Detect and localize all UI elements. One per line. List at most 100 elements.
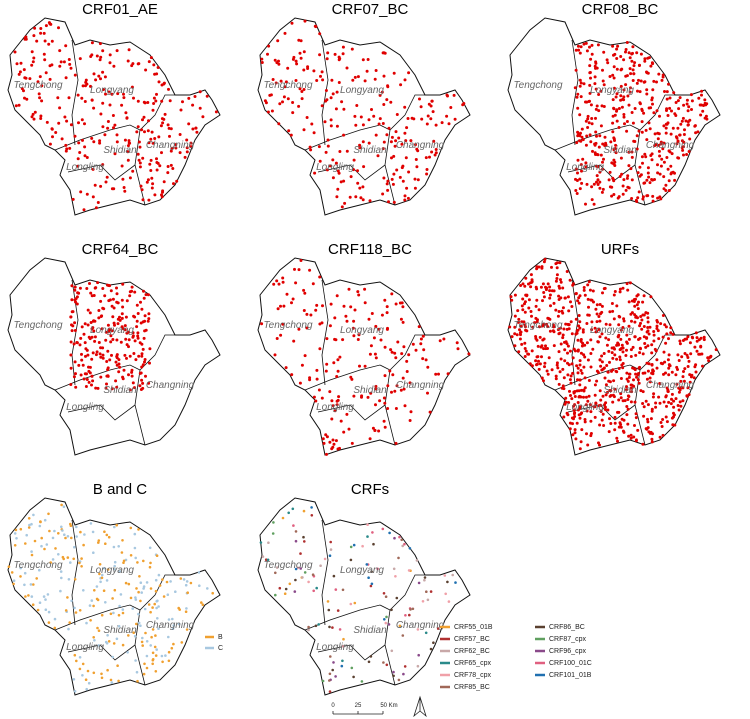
point — [43, 58, 47, 62]
district-label: Longling — [566, 162, 604, 173]
point — [93, 183, 97, 187]
point — [677, 386, 681, 390]
point — [31, 60, 35, 64]
point — [568, 421, 572, 425]
point — [336, 358, 340, 362]
point — [579, 45, 583, 49]
point — [672, 411, 675, 415]
point — [12, 579, 16, 582]
point — [671, 332, 675, 336]
point — [110, 187, 114, 191]
point — [629, 386, 633, 390]
point — [589, 298, 593, 302]
point — [75, 525, 78, 529]
point — [578, 84, 582, 88]
point — [383, 374, 387, 378]
point — [59, 589, 62, 593]
point — [368, 437, 372, 441]
point — [633, 320, 637, 324]
point — [47, 512, 50, 516]
district-border — [67, 404, 136, 421]
point — [625, 405, 629, 408]
point — [45, 543, 49, 546]
point — [294, 59, 298, 63]
point — [573, 395, 577, 398]
point — [634, 412, 638, 416]
point — [277, 122, 281, 126]
point — [672, 399, 676, 403]
point — [665, 97, 669, 101]
point — [560, 309, 564, 313]
point — [106, 568, 110, 571]
point — [69, 383, 73, 386]
point — [386, 407, 390, 410]
point — [467, 352, 471, 356]
point — [679, 122, 683, 126]
point — [651, 395, 655, 399]
point — [260, 57, 264, 61]
panel-title: CRF64_BC — [82, 241, 159, 258]
point — [390, 649, 394, 653]
point — [114, 379, 118, 383]
point — [656, 196, 660, 200]
point — [646, 417, 649, 421]
point — [155, 648, 158, 651]
point — [189, 145, 193, 149]
point — [573, 349, 577, 353]
point — [349, 602, 353, 606]
point — [24, 595, 27, 598]
point — [674, 397, 678, 401]
point — [62, 505, 66, 508]
point — [385, 98, 389, 102]
point — [71, 310, 75, 314]
point — [673, 112, 677, 116]
point — [99, 77, 102, 81]
point — [105, 360, 109, 363]
point — [82, 543, 85, 547]
point — [87, 365, 90, 369]
point — [92, 671, 96, 675]
point — [529, 281, 532, 285]
point — [95, 54, 99, 58]
point — [73, 578, 77, 581]
point — [140, 591, 143, 594]
point — [69, 123, 73, 127]
point — [332, 442, 336, 446]
point — [101, 101, 105, 105]
point — [533, 321, 537, 325]
point — [688, 373, 692, 377]
point — [134, 358, 138, 362]
point — [106, 374, 110, 378]
point — [339, 180, 343, 184]
point — [151, 651, 155, 655]
point — [417, 653, 420, 657]
point — [582, 389, 586, 393]
point — [103, 133, 107, 137]
point — [312, 589, 315, 593]
map-outline — [7, 257, 221, 456]
point — [91, 379, 95, 383]
point — [349, 305, 353, 309]
point — [275, 566, 279, 569]
point — [115, 338, 119, 342]
point — [309, 313, 313, 317]
point — [612, 379, 616, 383]
point — [99, 580, 102, 584]
point — [329, 96, 333, 100]
legend-label: CRF78_cpx — [454, 672, 491, 679]
legend-label: CRF100_01C — [549, 660, 592, 667]
point — [53, 529, 56, 533]
point — [572, 404, 575, 408]
point — [86, 669, 90, 673]
point — [639, 52, 643, 56]
point — [78, 343, 82, 347]
point — [551, 323, 555, 327]
point — [85, 192, 89, 196]
point — [334, 588, 338, 591]
point — [614, 369, 618, 373]
point — [308, 145, 312, 149]
point — [589, 410, 593, 414]
point — [584, 161, 588, 165]
point — [611, 356, 615, 360]
point — [682, 370, 685, 373]
